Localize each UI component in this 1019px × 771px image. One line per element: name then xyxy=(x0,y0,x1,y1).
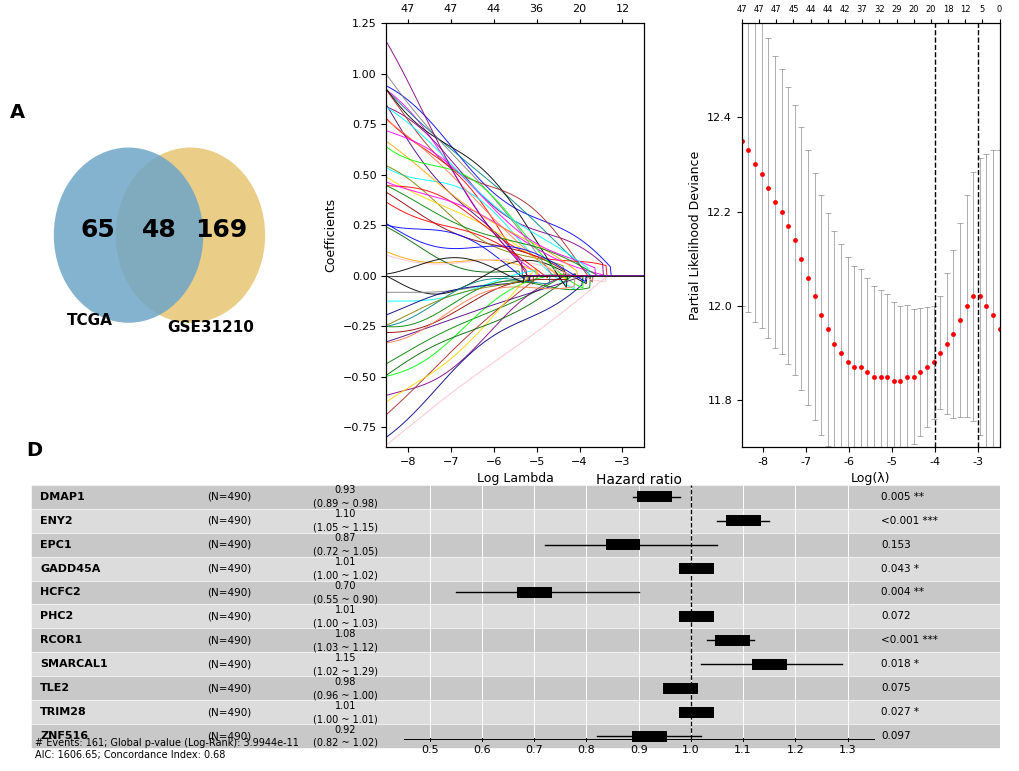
Text: D: D xyxy=(25,441,42,460)
Bar xyxy=(636,491,672,503)
Bar xyxy=(31,652,999,676)
X-axis label: Log Lambda: Log Lambda xyxy=(476,473,553,486)
Bar xyxy=(725,515,760,527)
Bar xyxy=(31,725,999,749)
Text: 0.92
(0.82 ~ 1.02): 0.92 (0.82 ~ 1.02) xyxy=(313,725,378,748)
Text: 0.6: 0.6 xyxy=(473,745,490,755)
Text: 0.004 **: 0.004 ** xyxy=(880,588,923,598)
Text: EPC1: EPC1 xyxy=(41,540,72,550)
Bar xyxy=(31,484,999,509)
Text: GADD45A: GADD45A xyxy=(41,564,101,574)
Text: (N=490): (N=490) xyxy=(207,564,251,574)
Text: 1.10
(1.05 ~ 1.15): 1.10 (1.05 ~ 1.15) xyxy=(313,509,378,532)
Ellipse shape xyxy=(54,147,203,323)
Bar xyxy=(31,676,999,700)
Text: Hazard ratio: Hazard ratio xyxy=(595,473,681,487)
Text: 0.93
(0.89 ~ 0.98): 0.93 (0.89 ~ 0.98) xyxy=(313,485,377,508)
Bar xyxy=(31,700,999,725)
Text: 0.153: 0.153 xyxy=(880,540,910,550)
Text: 0.8: 0.8 xyxy=(577,745,595,755)
Text: TLE2: TLE2 xyxy=(41,683,70,693)
Bar xyxy=(714,635,749,646)
Text: (N=490): (N=490) xyxy=(207,492,251,502)
Bar xyxy=(678,706,713,719)
Text: 1.2: 1.2 xyxy=(786,745,803,755)
Text: SMARCAL1: SMARCAL1 xyxy=(41,659,108,669)
Text: <0.001 ***: <0.001 *** xyxy=(880,516,937,526)
Text: (N=490): (N=490) xyxy=(207,635,251,645)
Y-axis label: Coefficients: Coefficients xyxy=(323,198,336,272)
Text: 1.0: 1.0 xyxy=(682,745,699,755)
Text: (N=490): (N=490) xyxy=(207,683,251,693)
Text: 0.027 *: 0.027 * xyxy=(880,708,918,717)
Bar xyxy=(31,557,999,581)
Text: 0.5: 0.5 xyxy=(421,745,438,755)
Text: (N=490): (N=490) xyxy=(207,540,251,550)
Text: 0.87
(0.72 ~ 1.05): 0.87 (0.72 ~ 1.05) xyxy=(313,533,378,556)
Text: (N=490): (N=490) xyxy=(207,732,251,742)
Text: 0.9: 0.9 xyxy=(629,745,647,755)
Text: RCOR1: RCOR1 xyxy=(41,635,83,645)
Text: (N=490): (N=490) xyxy=(207,708,251,717)
Text: TCGA: TCGA xyxy=(67,313,113,328)
Text: 0.097: 0.097 xyxy=(880,732,910,742)
Text: ENY2: ENY2 xyxy=(41,516,72,526)
Bar xyxy=(31,509,999,533)
Text: 0.005 **: 0.005 ** xyxy=(880,492,923,502)
Text: PHC2: PHC2 xyxy=(41,611,73,621)
Text: (N=490): (N=490) xyxy=(207,516,251,526)
Text: (N=490): (N=490) xyxy=(207,659,251,669)
Text: # Events: 161; Global p-value (Log-Rank): 3.9944e-11
AIC: 1606.65; Concordance I: # Events: 161; Global p-value (Log-Rank)… xyxy=(36,739,299,760)
Text: (N=490): (N=490) xyxy=(207,588,251,598)
Text: 65: 65 xyxy=(81,218,115,242)
Text: 1.01
(1.00 ~ 1.01): 1.01 (1.00 ~ 1.01) xyxy=(313,701,377,724)
Text: 169: 169 xyxy=(195,218,248,242)
Bar xyxy=(662,682,697,694)
X-axis label: Log(λ): Log(λ) xyxy=(850,473,890,486)
Text: 1.01
(1.00 ~ 1.03): 1.01 (1.00 ~ 1.03) xyxy=(313,605,377,628)
Text: 0.70
(0.55 ~ 0.90): 0.70 (0.55 ~ 0.90) xyxy=(313,581,378,604)
Bar xyxy=(517,587,551,598)
Text: 0.98
(0.96 ~ 1.00): 0.98 (0.96 ~ 1.00) xyxy=(313,677,377,700)
Bar xyxy=(631,731,665,742)
Text: 0.7: 0.7 xyxy=(525,745,542,755)
Bar xyxy=(751,658,786,670)
Text: 0.043 *: 0.043 * xyxy=(880,564,918,574)
Text: 1.15
(1.02 ~ 1.29): 1.15 (1.02 ~ 1.29) xyxy=(313,653,378,676)
Ellipse shape xyxy=(115,147,265,323)
Bar xyxy=(678,611,713,622)
Text: 0.075: 0.075 xyxy=(880,683,910,693)
Text: 1.08
(1.03 ~ 1.12): 1.08 (1.03 ~ 1.12) xyxy=(313,629,378,652)
Text: 0.018 *: 0.018 * xyxy=(880,659,918,669)
Bar xyxy=(31,533,999,557)
Text: 1.3: 1.3 xyxy=(838,745,856,755)
Text: (N=490): (N=490) xyxy=(207,611,251,621)
Bar xyxy=(605,539,640,550)
Text: ZNF516: ZNF516 xyxy=(41,732,89,742)
Text: 48: 48 xyxy=(142,218,176,242)
Text: 1.01
(1.00 ~ 1.02): 1.01 (1.00 ~ 1.02) xyxy=(313,557,378,580)
Text: 0.072: 0.072 xyxy=(880,611,910,621)
Text: GSE31210: GSE31210 xyxy=(167,321,254,335)
Bar xyxy=(31,628,999,652)
Text: DMAP1: DMAP1 xyxy=(41,492,85,502)
Text: <0.001 ***: <0.001 *** xyxy=(880,635,937,645)
Text: TRIM28: TRIM28 xyxy=(41,708,87,717)
Bar xyxy=(31,581,999,604)
Text: HCFC2: HCFC2 xyxy=(41,588,81,598)
Y-axis label: Partial Likelihood Deviance: Partial Likelihood Deviance xyxy=(688,150,701,320)
Bar xyxy=(678,563,713,574)
Text: 1.1: 1.1 xyxy=(734,745,751,755)
Text: A: A xyxy=(10,103,25,122)
Bar xyxy=(31,604,999,628)
